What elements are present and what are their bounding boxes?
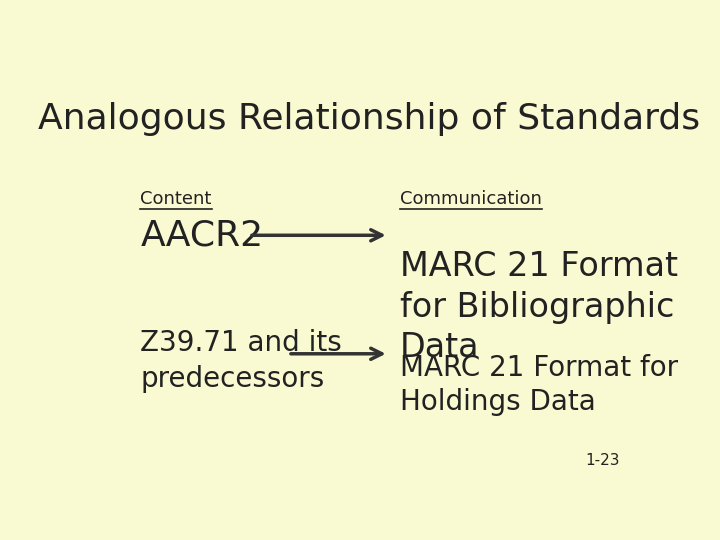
Text: 1-23: 1-23: [585, 453, 620, 468]
Text: Content: Content: [140, 190, 212, 207]
Text: Z39.71 and its: Z39.71 and its: [140, 329, 342, 357]
Text: Analogous Relationship of Standards: Analogous Relationship of Standards: [38, 102, 700, 136]
Text: predecessors: predecessors: [140, 364, 325, 393]
Text: Communication: Communication: [400, 190, 541, 207]
Text: MARC 21 Format for
Holdings Data: MARC 21 Format for Holdings Data: [400, 354, 678, 416]
Text: MARC 21 Format
for Bibliographic
Data: MARC 21 Format for Bibliographic Data: [400, 250, 678, 364]
Text: AACR2: AACR2: [140, 218, 264, 252]
